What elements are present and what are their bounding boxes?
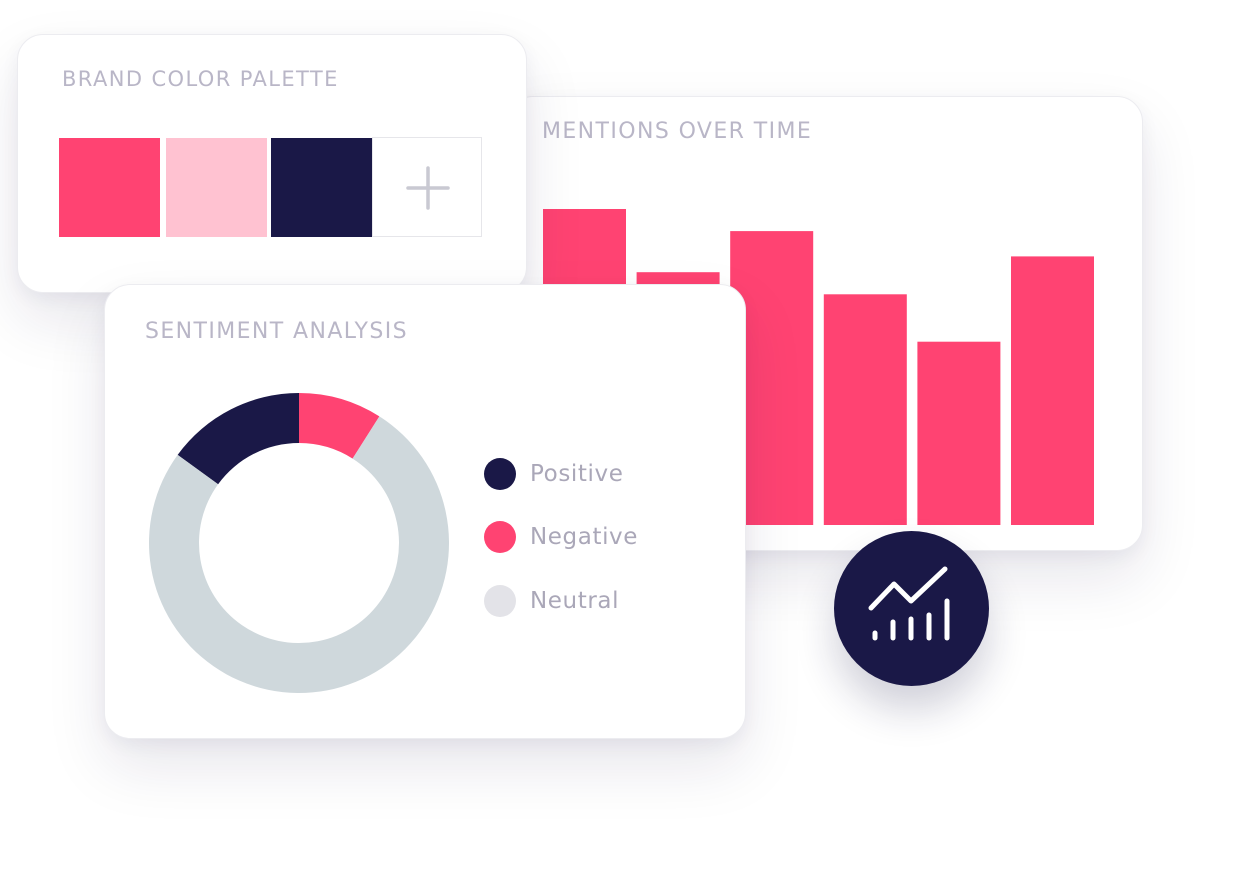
sentiment-card: SENTIMENT ANALYSIS Positive Negative Neu… — [104, 284, 746, 739]
sentiment-title: SENTIMENT ANALYSIS — [145, 319, 408, 344]
donut-slice-positive — [177, 393, 299, 485]
legend-label-neutral: Neutral — [530, 588, 620, 614]
swatch-brand-pink[interactable] — [59, 138, 160, 237]
add-swatch-button[interactable] — [372, 137, 482, 237]
mentions-bar-6 — [1011, 256, 1094, 525]
swatch-navy[interactable] — [271, 138, 372, 237]
mentions-title: MENTIONS OVER TIME — [542, 119, 813, 144]
sentiment-donut-chart — [149, 393, 449, 693]
trend-chart-icon — [868, 566, 950, 641]
donut-slice-neutral — [149, 416, 449, 693]
swatch-light-pink[interactable] — [166, 138, 267, 237]
palette-title: BRAND COLOR PALETTE — [62, 67, 339, 91]
legend-label-positive: Positive — [530, 461, 624, 487]
legend-dot-neutral — [484, 585, 516, 617]
plus-icon — [406, 166, 450, 210]
legend-item-positive: Positive — [484, 457, 623, 491]
donut-slice-negative — [299, 393, 380, 459]
legend-item-negative: Negative — [484, 520, 638, 554]
mentions-bar-5 — [917, 341, 1001, 525]
palette-card: BRAND COLOR PALETTE — [17, 34, 527, 293]
trend-badge — [834, 531, 989, 686]
legend-dot-negative — [484, 521, 516, 553]
legend-item-neutral: Neutral — [484, 584, 619, 618]
mentions-bar-4 — [823, 294, 907, 525]
legend-label-negative: Negative — [530, 524, 639, 550]
legend-dot-positive — [484, 458, 516, 490]
